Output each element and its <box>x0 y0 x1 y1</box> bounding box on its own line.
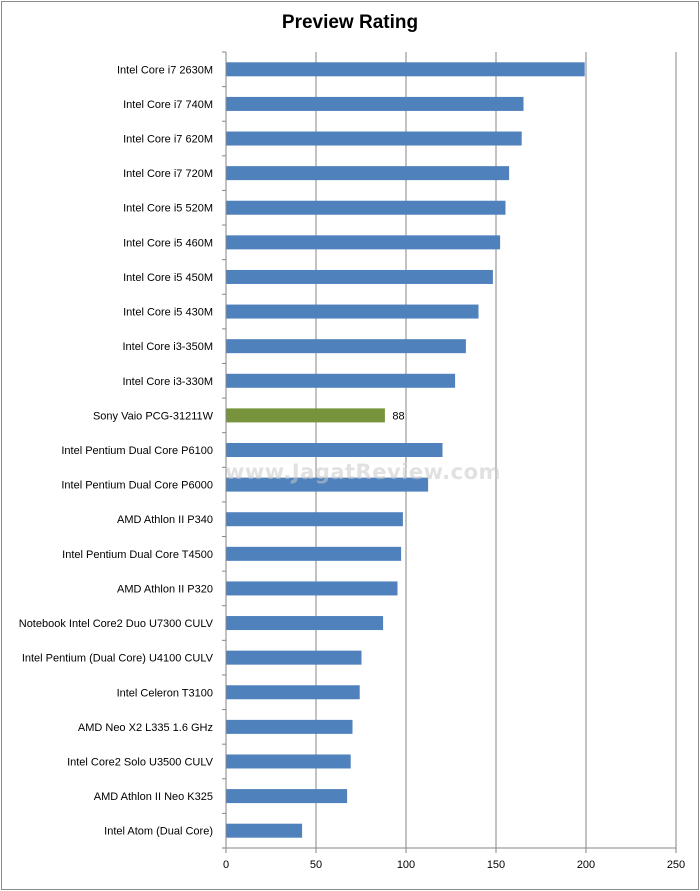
bar <box>226 131 522 146</box>
bar <box>226 269 493 284</box>
category-label: AMD Neo X2 L335 1.6 GHz <box>78 722 213 734</box>
chart-title: Preview Rating <box>281 12 419 33</box>
category-label: Intel Core i5 460M <box>123 237 213 249</box>
x-tick-label: 50 <box>310 859 322 871</box>
bar <box>226 373 456 388</box>
category-label: Intel Core i7 620M <box>123 134 213 146</box>
bar <box>226 512 403 527</box>
bar <box>226 477 429 492</box>
category-label: Intel Core i3-330M <box>123 376 214 388</box>
category-label: Intel Core i7 2630M <box>117 64 213 76</box>
bar <box>226 304 479 319</box>
category-label: Intel Core i7 720M <box>123 168 213 180</box>
x-tick-label: 200 <box>577 859 595 871</box>
category-label: AMD Athlon II P320 <box>117 583 213 595</box>
bar <box>226 62 585 77</box>
category-label: Intel Core2 Solo U3500 CULV <box>67 756 214 768</box>
bar <box>226 235 501 250</box>
category-label: Intel Pentium Dual Core T4500 <box>62 549 213 561</box>
x-tick-label: 100 <box>397 859 415 871</box>
watermark: www.JagatReview.com <box>225 460 501 484</box>
bar <box>226 166 510 181</box>
category-label: AMD Athlon II Neo K325 <box>94 791 213 803</box>
category-label: Intel Core i5 520M <box>123 203 213 215</box>
bar <box>226 616 384 631</box>
bar <box>226 546 402 561</box>
bar <box>226 200 506 215</box>
category-label: Intel Pentium Dual Core P6100 <box>61 445 213 457</box>
category-label: Intel Pentium (Dual Core) U4100 CULV <box>22 653 214 665</box>
bar <box>226 581 398 596</box>
bar <box>226 754 351 769</box>
category-label: Intel Core i7 740M <box>123 99 213 111</box>
bar <box>226 823 303 838</box>
category-label: Intel Core i5 450M <box>123 272 213 284</box>
bar <box>226 443 443 457</box>
category-label: Intel Pentium Dual Core P6000 <box>61 480 213 492</box>
bar <box>226 719 353 734</box>
bar <box>226 96 524 111</box>
category-label: Intel Celeron T3100 <box>117 687 213 699</box>
category-label: Sony Vaio PCG-31211W <box>93 410 214 422</box>
bar <box>226 685 360 700</box>
category-label: Intel Atom (Dual Core) <box>104 826 213 838</box>
x-tick-label: 0 <box>223 859 229 871</box>
x-tick-label: 250 <box>667 859 685 871</box>
bar <box>226 650 362 665</box>
category-label: AMD Athlon II P340 <box>117 514 213 526</box>
data-label: 88 <box>392 410 404 422</box>
bar <box>226 339 466 354</box>
category-label: Intel Core i5 430M <box>123 307 213 319</box>
category-label: Intel Core i3-350M <box>123 341 214 353</box>
category-label: Notebook Intel Core2 Duo U7300 CULV <box>19 618 214 630</box>
bar <box>226 408 385 423</box>
bar <box>226 789 348 804</box>
x-tick-label: 150 <box>487 859 505 871</box>
